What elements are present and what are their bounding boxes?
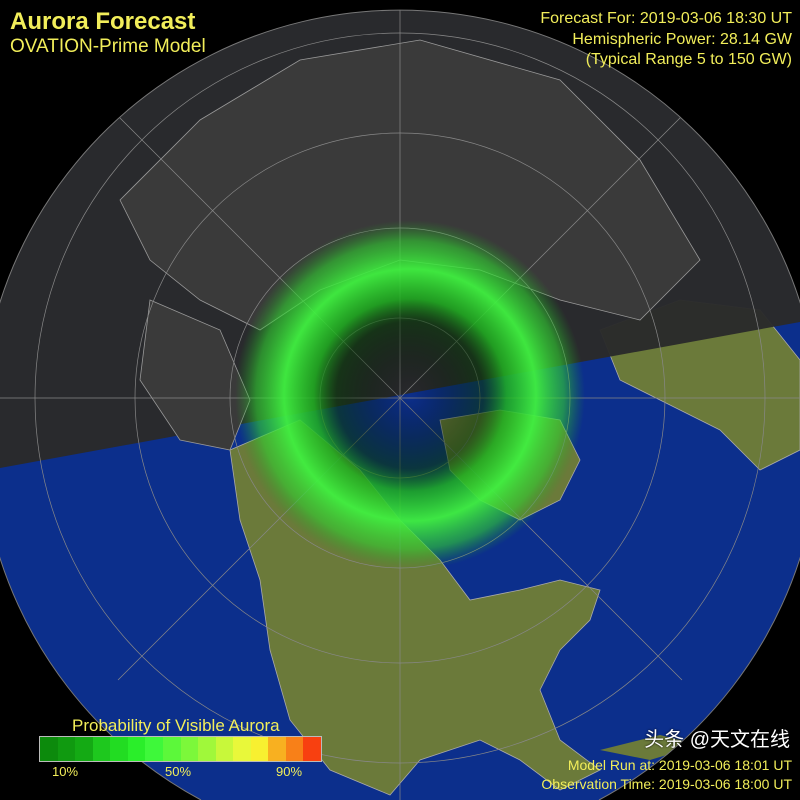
legend-tick: 10% [52,764,79,779]
legend-tick: 50% [165,764,192,779]
land-asia-night [119,39,701,331]
legend-swatch [268,737,286,761]
legend-swatch [250,737,269,761]
typical-range: (Typical Range 5 to 150 GW) [585,51,792,68]
legend-swatch [127,737,146,761]
legend-swatch [40,737,58,761]
model-run-time: Model Run at: 2019-03-06 18:01 UT [567,757,792,773]
observation-time: Observation Time: 2019-03-06 18:00 UT [541,776,792,792]
legend-swatch [215,737,234,761]
legend-swatch [162,737,181,761]
legend-swatch [92,737,111,761]
aurora-oval [235,220,585,570]
legend-swatch [285,737,304,761]
forecast-time: Forecast For: 2019-03-06 18:30 UT [540,10,792,27]
legend-swatch [180,737,199,761]
legend-swatch [233,737,251,761]
legend-swatch [110,737,128,761]
legend-swatch [198,737,216,761]
legend-title: Probability of Visible Aurora [72,716,280,735]
hemispheric-power: Hemispheric Power: 28.14 GW [572,31,792,48]
land-alaska-night [139,299,251,451]
title: Aurora Forecast [10,8,196,35]
legend-color-bar [39,736,322,762]
legend-swatch [303,737,321,761]
watermark: 头条 @天文在线 [644,729,790,751]
legend-swatch [57,737,76,761]
globe-outline [0,9,800,800]
legend-tick: 90% [276,764,303,779]
legend-swatch [75,737,93,761]
legend-swatch [145,737,163,761]
subtitle: OVATION-Prime Model [10,36,206,57]
land-cuba [600,735,700,760]
